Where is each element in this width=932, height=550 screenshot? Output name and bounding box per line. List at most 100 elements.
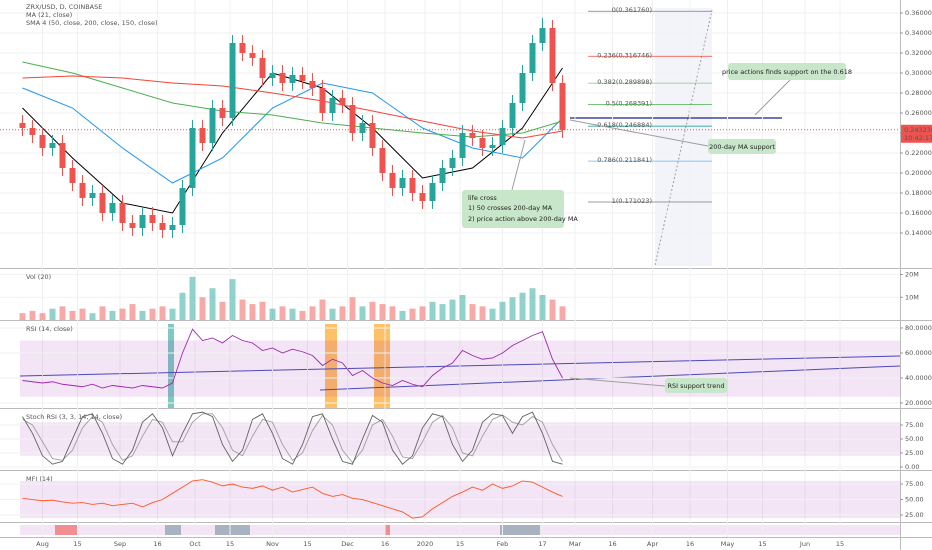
- note-box: [728, 63, 846, 80]
- x-tick-label: 16: [381, 540, 389, 548]
- x-tick-label: Sep: [114, 540, 126, 548]
- volume-bar: [489, 308, 496, 320]
- volume-bar: [389, 306, 396, 320]
- candle-body: [259, 58, 266, 78]
- countdown: 10:42:17: [904, 134, 932, 142]
- candle-body: [49, 143, 56, 148]
- candle-body: [449, 158, 456, 168]
- volume-bar: [169, 308, 176, 320]
- note: price actions finds support on the 0.618: [722, 68, 852, 76]
- volume-bar: [439, 304, 446, 320]
- volume-bar: [219, 301, 226, 320]
- y-tick-label: 20M: [905, 271, 919, 279]
- volume-bar: [119, 308, 126, 320]
- candle-body: [279, 73, 286, 83]
- volume-bar: [209, 288, 216, 320]
- volume-bar: [249, 304, 256, 320]
- candle-body: [109, 203, 116, 213]
- volume-bar: [309, 306, 316, 320]
- volume-bar: [109, 310, 116, 320]
- x-tick-label: 15: [836, 540, 844, 548]
- volume-bar: [29, 310, 36, 320]
- panel-title: RSI (14, close): [26, 325, 73, 333]
- x-tick-label: 15: [758, 540, 766, 548]
- x-tick-label: 15: [456, 540, 464, 548]
- candle-body: [189, 128, 196, 188]
- panel-title: MFI (14): [26, 475, 53, 483]
- candle-body: [429, 183, 436, 201]
- x-tick-label: Jun: [799, 540, 810, 548]
- candle-body: [369, 123, 376, 148]
- candle-body: [169, 225, 176, 230]
- volume-bar: [339, 306, 346, 320]
- candle-body: [339, 98, 346, 105]
- note: 200-day MA support: [709, 143, 775, 151]
- fib-label: 1(0.171023): [612, 197, 652, 205]
- volume-bar: [299, 310, 306, 320]
- candle-body: [229, 43, 236, 118]
- candle-body: [309, 81, 316, 88]
- candle-body: [179, 188, 186, 225]
- note: RSI support trend: [668, 382, 725, 390]
- x-tick-label: 15: [226, 540, 234, 548]
- volume-bar: [289, 308, 296, 320]
- candle-body: [159, 223, 166, 230]
- volume-bar: [359, 306, 366, 320]
- volume-bar: [509, 297, 516, 320]
- highlight: [325, 324, 337, 408]
- candle-body: [299, 75, 306, 81]
- x-tick-label: Oct: [189, 540, 201, 548]
- connector: [569, 119, 709, 147]
- panel-title: Vol (20): [26, 273, 51, 281]
- candle-body: [319, 88, 326, 113]
- candle-body: [59, 143, 66, 168]
- y-tick-label: 80.000000: [905, 324, 932, 332]
- y-tick-label: 0.360000: [905, 9, 932, 17]
- indicator-line: [22, 411, 563, 465]
- volume-bar: [559, 306, 566, 320]
- volume-bar: [259, 301, 266, 320]
- x-tick-label: 16: [686, 540, 694, 548]
- candle-body: [149, 215, 156, 223]
- y-tick-label: 10M: [905, 293, 919, 301]
- note-box: [462, 190, 564, 228]
- moving-average: [22, 75, 563, 139]
- volume-bar: [369, 301, 376, 320]
- candle-body: [289, 75, 296, 83]
- volume-bar: [19, 313, 26, 320]
- volume-bar: [49, 308, 56, 320]
- candle-body: [129, 223, 136, 228]
- connector: [569, 377, 666, 387]
- band: [20, 340, 900, 397]
- candle-body: [469, 133, 476, 138]
- x-tick-label: Apr: [647, 540, 659, 548]
- volume-bar: [479, 306, 486, 320]
- candle-body: [89, 193, 96, 198]
- indicator-line: [22, 328, 563, 389]
- price-tag: [901, 124, 932, 143]
- x-tick-label: Nov: [266, 540, 279, 548]
- volume-bar: [149, 308, 156, 320]
- x-tick-label: 16: [153, 540, 161, 548]
- candle-body: [509, 103, 516, 128]
- mini-bar: [385, 525, 390, 535]
- candle-body: [529, 43, 536, 73]
- connector: [511, 139, 526, 191]
- candle-body: [379, 148, 386, 173]
- moving-average: [22, 82, 563, 184]
- candle-body: [349, 105, 356, 133]
- candle-body: [549, 28, 556, 83]
- candle-body: [69, 168, 76, 183]
- volume-bar: [39, 313, 46, 320]
- candle-body: [209, 108, 216, 143]
- fib-label: 0.618(0.246884): [597, 121, 652, 129]
- fib-label: 0(0.361760): [612, 6, 652, 14]
- x-tick-label: Aug: [36, 540, 49, 548]
